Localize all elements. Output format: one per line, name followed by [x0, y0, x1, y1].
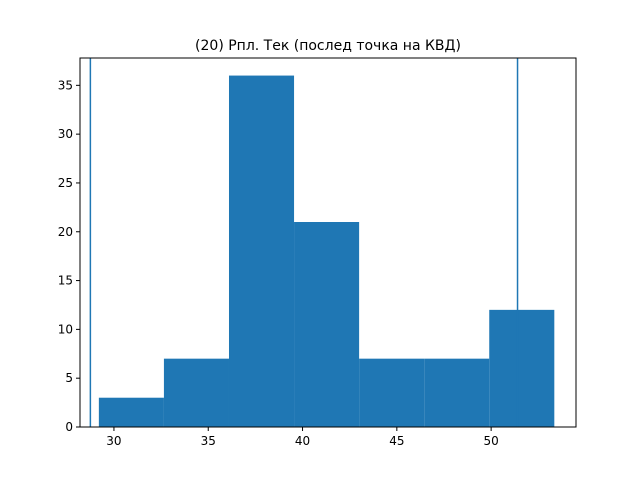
histogram-bar: [228, 75, 295, 428]
histogram-bar: [359, 358, 425, 427]
histogram-bar: [163, 358, 229, 427]
histogram-bar: [424, 358, 490, 427]
reference-lines: [89, 58, 519, 427]
histogram-bar: [98, 397, 164, 427]
x-tick-label: 30: [106, 434, 121, 448]
y-tick-label: 10: [58, 322, 73, 336]
y-tick-label: 30: [58, 127, 73, 141]
histogram-bar: [294, 222, 360, 427]
x-tick-label: 40: [295, 434, 310, 448]
y-tick-label: 0: [65, 420, 73, 434]
histogram-bar: [489, 309, 555, 427]
x-tick-label: 45: [389, 434, 404, 448]
x-tick-label: 35: [201, 434, 216, 448]
x-tick-label: 50: [483, 434, 498, 448]
y-tick-label: 15: [58, 274, 73, 288]
y-axis: 0 5 10 15 20 25 30 35: [58, 78, 80, 434]
y-tick-label: 25: [58, 176, 73, 190]
axes-frame: [79, 57, 577, 428]
y-tick-label: 20: [58, 225, 73, 239]
chart-title: (20) Рпл. Тек (послед точка на КВД): [195, 38, 461, 54]
y-tick-label: 35: [58, 78, 73, 92]
bars-group: [98, 75, 555, 428]
y-tick-label: 5: [65, 371, 73, 385]
x-axis: 30 35 40 45 50: [106, 427, 499, 448]
